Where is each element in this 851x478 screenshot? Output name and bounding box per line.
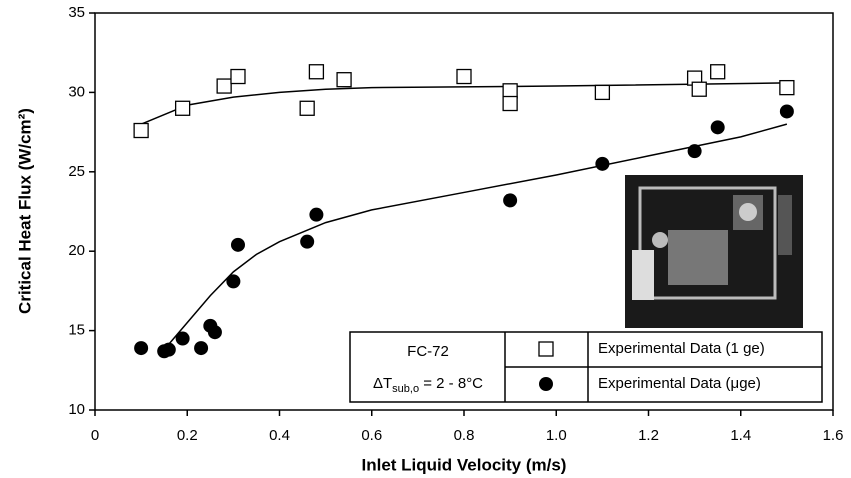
y-tick-label: 30 (68, 83, 85, 100)
y-tick-label: 20 (68, 242, 85, 259)
annotation-fluid: FC-72 (407, 343, 449, 360)
fit-curve (140, 82, 787, 125)
marker-circle (779, 104, 794, 119)
marker-circle (687, 144, 702, 159)
x-tick-label: 0.4 (269, 427, 290, 444)
marker-square (710, 64, 726, 80)
legend: FC-72 ΔTsub,o = 2 - 8°C Experimental Dat… (349, 331, 823, 403)
marker-square (779, 79, 795, 96)
annotation-part: ΔT (373, 375, 392, 392)
fit-curve (163, 123, 788, 351)
marker-circle (134, 341, 149, 356)
y-axis-label: Critical Heat Flux (W/cm²) (15, 108, 34, 314)
x-tick-label: 0.6 (361, 427, 382, 444)
x-axis-label: Inlet Liquid Velocity (m/s) (362, 455, 567, 474)
marker-circle (207, 325, 222, 340)
marker-circle (710, 120, 725, 135)
annotation-part: sub,o (392, 383, 419, 395)
marker-circle (300, 234, 315, 249)
marker-square (594, 84, 611, 101)
marker-square (456, 68, 472, 85)
marker-square (502, 83, 518, 99)
marker-circle (309, 207, 324, 222)
marker-circle (194, 341, 209, 356)
inset-photo (625, 175, 803, 328)
x-tick-label: 0.2 (177, 427, 198, 444)
x-tick-label: 0.8 (454, 427, 475, 444)
legend-label: Experimental Data (1 ge) (598, 340, 765, 357)
x-tick-label: 1.0 (546, 427, 567, 444)
marker-square (216, 78, 232, 94)
legend-label: Experimental Data (μge) (598, 375, 761, 392)
marker-circle (595, 156, 610, 171)
marker-circle (539, 377, 553, 391)
x-tick-label: 1.6 (823, 427, 844, 444)
marker-circle (503, 193, 518, 208)
y-tick-label: 10 (68, 401, 85, 418)
marker-square (336, 72, 352, 88)
marker-square (230, 68, 246, 85)
marker-square (308, 64, 325, 80)
marker-square (691, 81, 707, 97)
marker-square (174, 100, 191, 116)
marker-circle (226, 274, 241, 289)
marker-square (299, 100, 315, 116)
marker-square (538, 341, 554, 357)
marker-square (502, 95, 518, 112)
y-tick-label: 35 (68, 4, 85, 21)
x-tick-label: 0 (91, 427, 99, 444)
x-tick-label: 1.2 (638, 427, 659, 444)
marker-circle (161, 342, 176, 357)
x-tick-label: 1.4 (730, 427, 751, 444)
annotation-part: = 2 - 8°C (419, 375, 483, 392)
y-tick-label: 15 (68, 322, 85, 339)
marker-square (133, 122, 149, 139)
marker-circle (230, 237, 245, 252)
marker-circle (175, 331, 190, 346)
y-tick-label: 25 (68, 163, 85, 180)
annotation-condition: ΔTsub,o = 2 - 8°C (373, 375, 483, 395)
